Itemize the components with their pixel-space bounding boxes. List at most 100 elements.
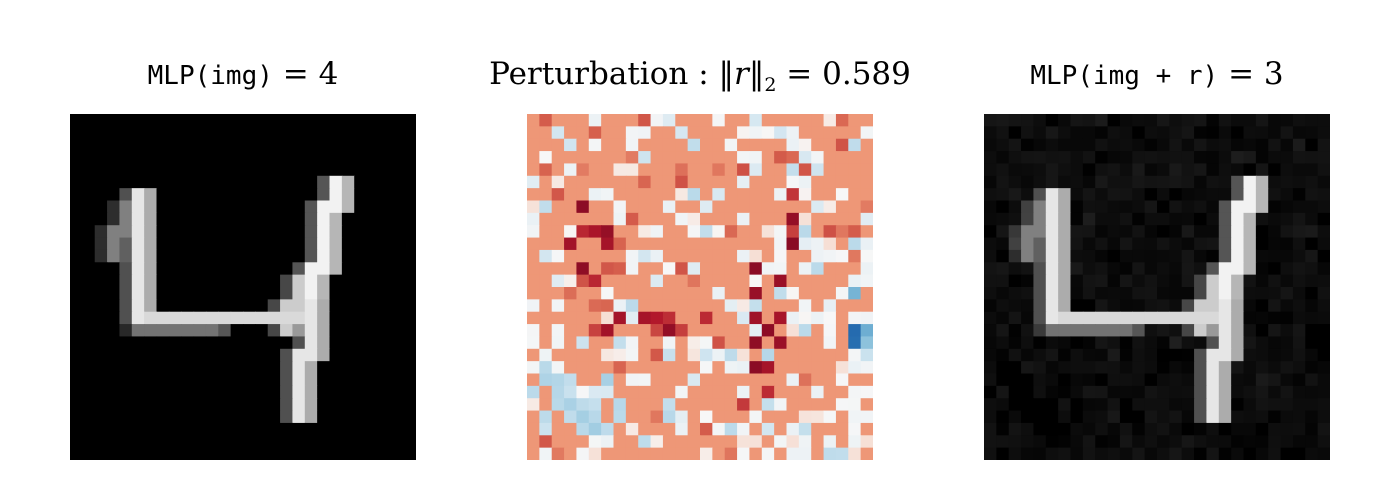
pixel-cell [798, 422, 812, 436]
pixel-cell [996, 262, 1010, 276]
pixel-cell [94, 151, 108, 165]
pixel-cell [1194, 361, 1208, 375]
pixel-cell [1144, 212, 1158, 226]
pixel-cell [576, 311, 590, 325]
pixel-cell [94, 138, 108, 152]
pixel-cell [94, 188, 108, 202]
pixel-cell [539, 200, 553, 214]
pixel-cell [1119, 163, 1133, 177]
pixel-cell [119, 447, 133, 460]
pixel-cell [354, 225, 368, 239]
pixel-cell [1021, 398, 1035, 412]
pixel-cell [798, 151, 812, 165]
pixel-cell [218, 237, 232, 251]
pixel-cell [168, 249, 182, 263]
pixel-cell [119, 151, 133, 165]
pixel-cell [564, 188, 578, 202]
pixel-cell [1107, 447, 1121, 460]
pixel-cell [181, 398, 195, 412]
perturbation-heatmap [527, 114, 873, 460]
pixel-cell [823, 361, 837, 375]
pixel-cell [1194, 163, 1208, 177]
pixel-cell [737, 385, 751, 399]
pixel-cell [1157, 311, 1170, 325]
pixel-cell [1255, 385, 1269, 399]
pixel-cell [588, 200, 602, 214]
pixel-cell [527, 138, 540, 152]
pixel-cell [650, 126, 664, 140]
pixel-cell [1095, 200, 1109, 214]
pixel-cell [835, 422, 849, 436]
pixel-cell [811, 299, 825, 313]
pixel-cell [341, 435, 355, 449]
pixel-cell [675, 422, 689, 436]
pixel-cell [527, 274, 540, 288]
pixel-cell [687, 262, 701, 276]
pixel-cell [1107, 385, 1121, 399]
pixel-cell [1194, 188, 1208, 202]
pixel-cell [675, 324, 689, 338]
pixel-cell [341, 249, 355, 263]
pixel-cell [749, 373, 763, 387]
pixel-cell [107, 410, 121, 424]
pixel-cell [539, 398, 553, 412]
pixel-cell [539, 336, 553, 350]
pixel-cell [1045, 212, 1059, 226]
pixel-cell [662, 151, 676, 165]
pixel-cell [675, 398, 689, 412]
pixel-cell [1169, 114, 1183, 127]
pixel-cell [144, 373, 158, 387]
pixel-cell [675, 212, 689, 226]
pixel-cell [181, 299, 195, 313]
pixel-cell [625, 126, 639, 140]
pixel-cell [193, 126, 207, 140]
pixel-cell [1107, 287, 1121, 300]
pixel-cell [82, 447, 96, 460]
pixel-cell [1255, 373, 1269, 387]
pixel-cell [1157, 114, 1170, 127]
pixel-cell [1082, 311, 1096, 325]
pixel-cell [144, 163, 158, 177]
pixel-cell [712, 188, 726, 202]
pixel-cell [1218, 212, 1232, 226]
pixel-cell [601, 422, 615, 436]
pixel-cell [329, 200, 343, 214]
pixel-cell [662, 385, 676, 399]
pixel-cell [144, 151, 158, 165]
pixel-cell [366, 398, 380, 412]
pixel-cell [700, 336, 713, 350]
pixel-cell [662, 361, 676, 375]
pixel-cell [1058, 447, 1072, 460]
pixel-cell [1194, 225, 1208, 239]
pixel-cell [1280, 336, 1294, 350]
pixel-cell [1107, 336, 1121, 350]
pixel-cell [1317, 373, 1330, 387]
pixel-cell [1033, 324, 1047, 338]
pixel-cell [848, 188, 862, 202]
pixel-cell [267, 385, 281, 399]
pixel-cell [601, 324, 615, 338]
perturbation-panel: Perturbation : ‖r‖2 = 0.589 [489, 0, 911, 500]
pixel-cell [70, 348, 83, 362]
pixel-cell [304, 274, 318, 288]
pixel-cell [378, 398, 392, 412]
pixel-cell [107, 212, 121, 226]
pixel-cell [601, 212, 615, 226]
pixel-cell [1317, 311, 1330, 325]
pixel-cell [551, 200, 565, 214]
pixel-cell [712, 114, 726, 127]
pixel-cell [539, 188, 553, 202]
pixel-cell [181, 324, 195, 338]
pixel-cell [280, 287, 294, 300]
pixel-cell [1107, 435, 1121, 449]
pixel-cell [551, 262, 565, 276]
pixel-cell [1317, 200, 1330, 214]
pixel-cell [107, 126, 121, 140]
pixel-cell [984, 138, 997, 152]
pixel-cell [527, 373, 540, 387]
pixel-cell [1169, 225, 1183, 239]
pixel-cell [798, 200, 812, 214]
pixel-cell [119, 361, 133, 375]
pixel-cell [181, 447, 195, 460]
pixel-cell [82, 212, 96, 226]
